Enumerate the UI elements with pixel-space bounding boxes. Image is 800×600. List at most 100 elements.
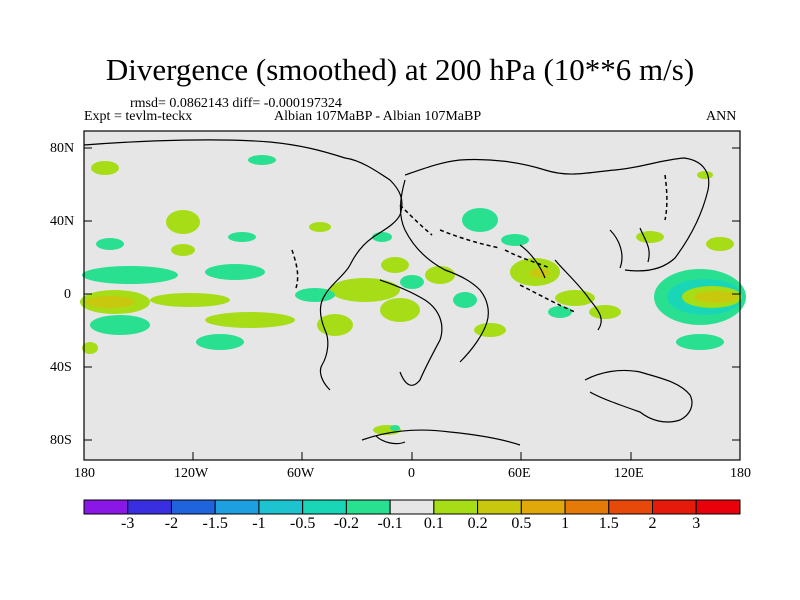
field-patch [697,171,713,179]
stats-text: rmsd= 0.0862143 diff= -0.000197324 [130,96,342,111]
colorbar-box [564,499,610,515]
colorbar-label: 0.1 [423,515,444,532]
coastline [361,429,521,446]
coastline [519,244,546,279]
experiment-label: Expt = tevlm-teckx [84,109,193,124]
field-patch [248,155,276,165]
colorbar-label: 3 [692,515,701,532]
field-patch [171,244,195,256]
colorbar-box [127,499,172,515]
y-tick-label: 80S [50,433,72,448]
field-patch [330,278,400,302]
coastlines [83,139,710,446]
field-patch [309,222,331,232]
field-patch [372,232,392,242]
colorbar-label: 1.5 [598,515,619,532]
paleo-shorelines [291,174,668,313]
field-patch [82,342,98,354]
x-tick-label: 120E [614,466,644,481]
colorbar-label: -2 [164,515,179,532]
colorbar-box [302,499,347,515]
colorbar-label: 1 [561,515,570,532]
x-tick-label: 60E [508,466,531,481]
field-patch [317,314,353,336]
colorbar-label: 0.2 [467,515,488,532]
y-tick-label: 40S [50,360,72,375]
shoreline-dashed [439,229,501,249]
plot-title: Divergence (smoothed) at 200 hPa (10**6 … [105,52,695,87]
coastline [379,279,443,386]
field-patch [166,210,200,234]
shoreline-dashed [504,249,551,269]
colorbar-box [389,499,435,515]
field-patch [96,238,124,250]
colorbar-box [433,499,479,515]
colorbar-label: -3 [121,515,135,532]
field-patch [501,234,529,246]
coastline [554,259,602,331]
field-patch [150,293,230,307]
y-tick-label: 0 [64,287,71,302]
shoreline-dashed [519,284,576,313]
field-patch [91,161,119,175]
x-tick-label: 60W [287,466,315,481]
coastline [404,157,710,272]
field-patch [85,296,135,308]
coastline [584,369,693,423]
colorbar-label: 2 [648,515,657,532]
colorbar-box [214,499,260,515]
field-patch [400,275,424,289]
field-patch [453,292,477,308]
colorbar-box [83,499,129,515]
field-patch [425,266,455,284]
coastline [399,179,489,363]
colorbar-label: -1.5 [202,515,228,532]
colorbar-label: -0.1 [377,515,403,532]
divergence-field [80,155,746,435]
field-patch [380,298,420,322]
colorbar-box [695,499,741,515]
field-patch [530,268,550,278]
x-tick-label: 180 [730,466,751,481]
field-patch [474,323,506,337]
colorbar-label: -0.5 [289,515,316,532]
season-label: ANN [706,109,737,124]
field-patch [82,266,178,284]
colorbar-label: 0.5 [511,515,532,532]
field-patch [381,257,409,273]
field-patch [196,334,244,350]
field-patch [390,425,400,431]
colorbar-box [520,499,566,515]
coastline [83,139,403,266]
field-patch [205,312,295,328]
coastline [639,227,650,263]
coastline [375,435,406,445]
field-patch [548,306,572,318]
field-patch [462,208,498,232]
colorbar-label: -0.2 [333,515,360,532]
shoreline-dashed [291,249,299,289]
colorbar [83,499,741,515]
colorbar-box [608,499,654,515]
y-tick-label: 80N [50,141,75,156]
colorbar-label: -1 [252,515,266,532]
field-patch [706,237,734,251]
field-patch [295,288,335,302]
field-patch [589,305,621,319]
field-patch [694,291,738,303]
x-tick-label: 180 [74,466,95,481]
coastline [319,264,351,391]
y-tick-label: 40N [50,214,75,229]
field-patch [228,232,256,242]
shoreline-dashed [399,204,433,236]
tick-marks [83,147,741,460]
field-patch [676,334,724,350]
field-patch [636,231,664,243]
comparison-label: Albian 107MaBP - Albian 107MaBP [274,109,482,124]
field-patch [90,315,150,335]
coastline [609,229,623,269]
colorbar-box [477,499,522,515]
colorbar-box [345,499,391,515]
colorbar-box [170,499,216,515]
